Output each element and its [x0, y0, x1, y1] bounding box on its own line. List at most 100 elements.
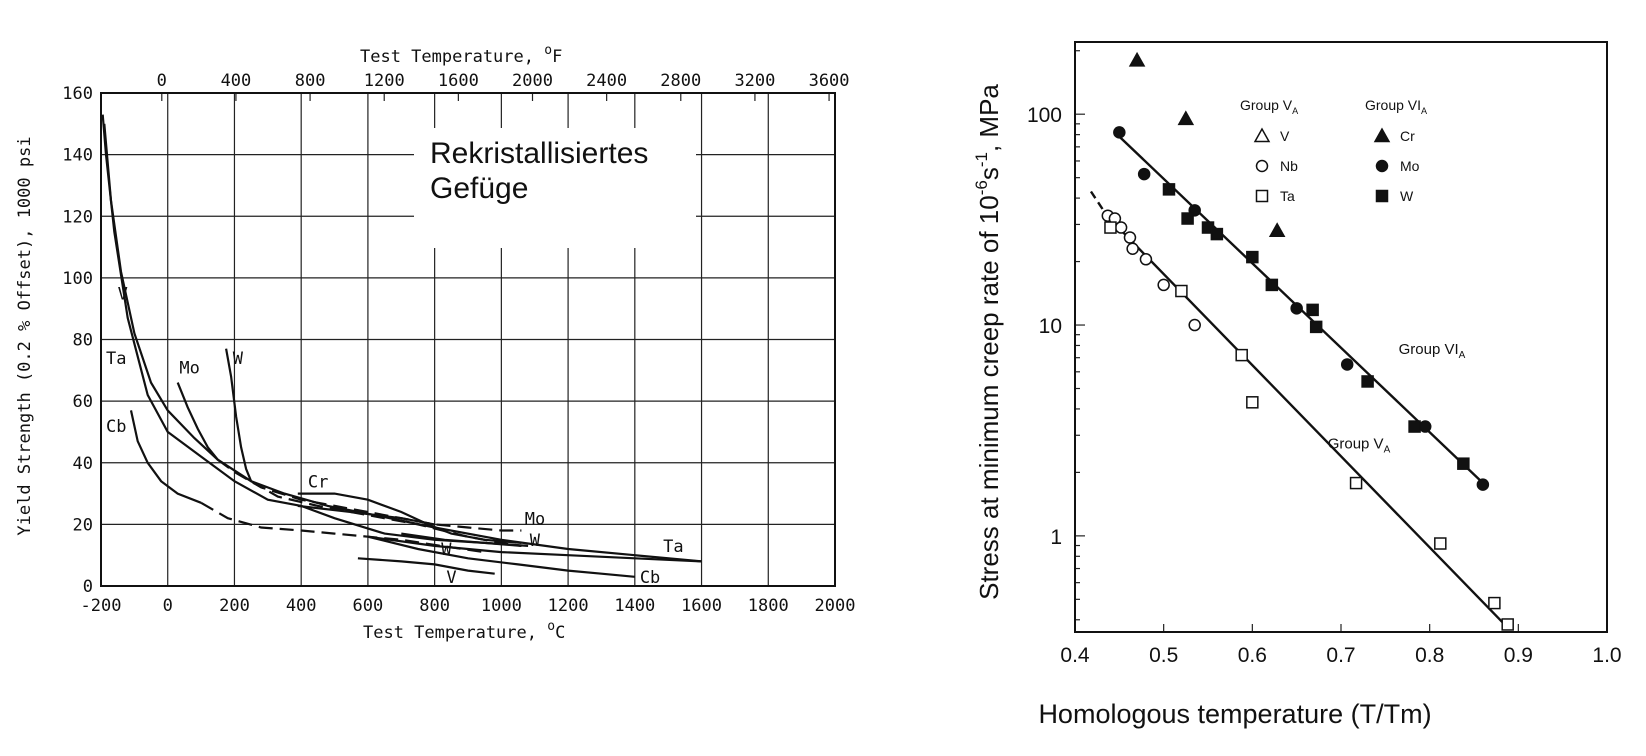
data-point-ta: [1501, 618, 1514, 631]
data-point-w: [1408, 420, 1421, 433]
left-x-tick-label: 400: [286, 596, 317, 616]
annotation-line-2: Gefüge: [430, 172, 528, 205]
left-x-tick-label: 1600: [681, 596, 722, 616]
left-y-tick-labels: 0 20 40 60 80 100 120 140 160: [62, 84, 93, 597]
left-x2-tick-label: 1200: [364, 71, 405, 91]
left-x-tick-label: 800: [419, 596, 450, 616]
legend-label-nb: Nb: [1280, 158, 1298, 174]
data-point-nb: [1157, 278, 1170, 292]
curve-mo: [217, 458, 522, 532]
data-point-mo: [1476, 478, 1490, 491]
left-x2-tick-label: 800: [295, 71, 326, 91]
curve-cr: [297, 492, 522, 544]
legend-marker-v: [1253, 127, 1271, 143]
curve-v: [357, 557, 495, 575]
series-label-cb: Cb: [106, 417, 126, 437]
left-x-tick-label: -200: [81, 596, 122, 616]
data-point-cr: [1177, 110, 1195, 126]
left-x2-tick-label: 2000: [512, 71, 553, 91]
data-point-w: [1457, 457, 1470, 470]
left-y-tick-label: 80: [73, 331, 93, 351]
right-legend: Group VA Group VIA V Nb Ta Cr Mo W: [1240, 97, 1428, 204]
legend-group-va-title: Group VA: [1240, 97, 1299, 116]
data-point-w: [1361, 375, 1374, 388]
left-y-tick-label: 60: [73, 392, 93, 412]
legend-marker-cr: [1373, 127, 1391, 143]
left-x2-tick-label: 0: [157, 71, 167, 91]
yield-strength-chart: -200 0 200 400 600 800 1000 1200 1400 1600 1800 200…: [15, 43, 855, 643]
annotation-box: [414, 128, 696, 248]
data-point-w: [1309, 320, 1323, 334]
left-y-tick-label: 20: [73, 515, 93, 535]
legend-marker-ta: [1255, 189, 1269, 203]
right-x-tick-labels: 0.4 0.5 0.6 0.7 0.8 0.9 1.0: [1060, 644, 1621, 667]
left-y-tick-label: 0: [83, 577, 93, 597]
right-x-tick-label: 0.5: [1149, 644, 1178, 667]
right-data-points: [1101, 51, 1514, 631]
curve-w: [250, 480, 522, 547]
series-label-v: V: [118, 284, 128, 304]
right-axis-ticks: [1074, 50, 1608, 632]
data-point-w: [1162, 183, 1176, 196]
left-x-tick-label: 1200: [548, 596, 589, 616]
data-point-mo: [1418, 420, 1432, 433]
line-label: Group VA: [1328, 435, 1391, 455]
right-x-axis-title: Homologous temperature (T/Tm): [1038, 699, 1431, 729]
left-y-tick-label: 160: [62, 84, 93, 104]
left-x-tick-label: 1400: [614, 596, 655, 616]
left-x2-tick-label: 400: [221, 71, 252, 91]
data-point-ta: [1175, 284, 1188, 298]
data-point-ta: [1104, 221, 1117, 234]
data-point-ta: [1488, 596, 1501, 610]
series-label-ta: Ta: [663, 537, 683, 557]
data-point-w: [1306, 303, 1319, 317]
right-x-tick-label: 0.6: [1238, 644, 1267, 667]
right-y-tick-labels: 1 10 100: [1027, 104, 1062, 549]
left-x-tick-label: 200: [219, 596, 250, 616]
data-point-mo: [1290, 302, 1303, 315]
left-x-tick-label: 2000: [815, 596, 856, 616]
data-point-ta: [1349, 476, 1363, 490]
right-x-tick-label: 0.9: [1504, 644, 1533, 667]
legend-label-cr: Cr: [1400, 128, 1415, 144]
right-y-tick-label: 10: [1039, 315, 1062, 338]
left-x2-tick-label: 1600: [438, 71, 479, 91]
left-y-axis-title: Yield Strength (0.2 % Offset), 1000 psi: [15, 136, 35, 535]
left-x-tick-label: 1800: [748, 596, 789, 616]
curve-mo: [176, 382, 219, 461]
right-plot-frame: [1074, 41, 1608, 633]
left-y-tick-label: 100: [62, 269, 93, 289]
left-x-tick-label: 600: [353, 596, 384, 616]
left-y-tick-label: 40: [73, 454, 93, 474]
legend-label-v: V: [1280, 128, 1290, 144]
data-point-ta: [1246, 396, 1259, 409]
legend-label-mo: Mo: [1400, 158, 1420, 174]
left-x-tick-label: 0: [163, 596, 173, 616]
series-label-w: W: [441, 540, 452, 560]
left-x2-tick-label: 3600: [809, 71, 850, 91]
series-label-mo: Mo: [525, 509, 545, 529]
series-label-mo: Mo: [179, 358, 199, 378]
legend-label-w: W: [1400, 188, 1414, 204]
left-x2-tick-label: 3200: [734, 71, 775, 91]
curve-ta: [367, 535, 702, 563]
data-point-nb: [1139, 253, 1153, 266]
data-point-cr: [1268, 222, 1286, 238]
legend-label-ta: Ta: [1280, 188, 1295, 204]
legend-marker-w: [1375, 189, 1389, 203]
legend-marker-mo: [1375, 159, 1389, 173]
right-x-tick-label: 0.7: [1326, 644, 1355, 667]
left-plot-frame: [100, 92, 836, 587]
left-x-tick-labels: -200 0 200 400 600 800 1000 1200 1400 1600 1800 200…: [81, 596, 856, 616]
annotation-line-1: Rekristallisiertes: [430, 137, 648, 170]
curve-w: [401, 532, 529, 547]
series-label-w: W: [530, 531, 541, 551]
data-point-mo: [1340, 358, 1354, 371]
left-x-axis-title: Test Temperature, oC: [363, 619, 565, 643]
line-label: Group VIA: [1399, 341, 1466, 361]
left-y-tick-label: 140: [62, 146, 93, 166]
data-point-w: [1181, 212, 1194, 225]
series-label-ta: Ta: [106, 349, 126, 369]
